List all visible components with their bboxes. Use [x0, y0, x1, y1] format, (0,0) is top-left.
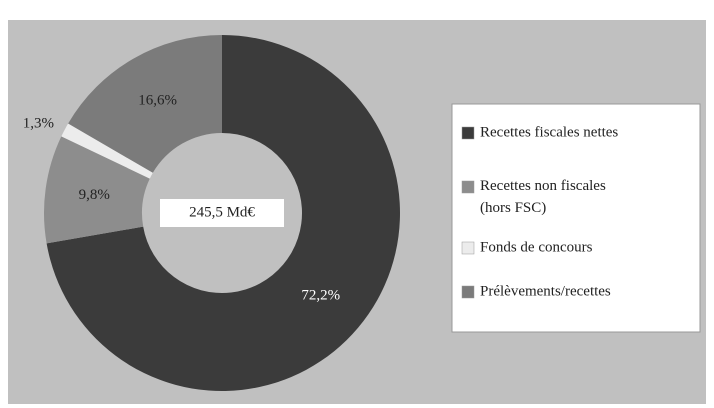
- data-label: 9,8%: [79, 187, 110, 203]
- legend-box: [451, 103, 701, 333]
- data-label: 72,2%: [301, 288, 340, 304]
- legend-label: Recettes non fiscales (hors FSC): [480, 178, 606, 216]
- donut-slice: [61, 123, 153, 179]
- legend-swatch: [461, 126, 475, 140]
- legend-swatch: [461, 241, 475, 255]
- legend-label-line: (hors FSC): [480, 200, 546, 216]
- donut-slice: [46, 35, 401, 392]
- legend-swatch: [461, 180, 475, 194]
- legend-label: Fonds de concours: [480, 239, 593, 255]
- legend-swatch: [461, 285, 475, 299]
- donut-slice: [68, 35, 223, 173]
- data-label: 1,3%: [23, 116, 54, 132]
- legend-label: Recettes fiscales nettes: [480, 124, 618, 140]
- center-label: 245,5 Md€: [189, 204, 255, 220]
- center-label-box: [160, 199, 284, 227]
- data-label: 16,6%: [138, 93, 177, 109]
- donut-slice: [43, 136, 150, 244]
- legend-label: Prélèvements/recettes: [480, 283, 611, 299]
- legend-label-line: Recettes non fiscales: [480, 178, 606, 194]
